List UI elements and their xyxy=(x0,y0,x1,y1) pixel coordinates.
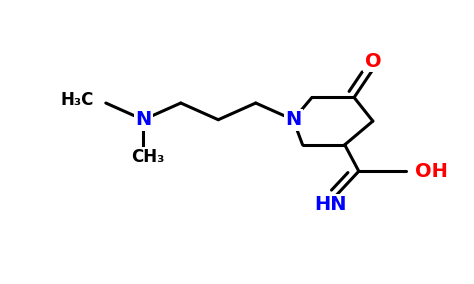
Text: O: O xyxy=(365,52,381,71)
Text: H₃C: H₃C xyxy=(61,91,94,109)
Text: CH₃: CH₃ xyxy=(131,148,164,166)
Text: N: N xyxy=(135,110,151,129)
Text: HN: HN xyxy=(314,195,347,214)
Text: N: N xyxy=(285,110,301,129)
Text: OH: OH xyxy=(415,162,448,181)
